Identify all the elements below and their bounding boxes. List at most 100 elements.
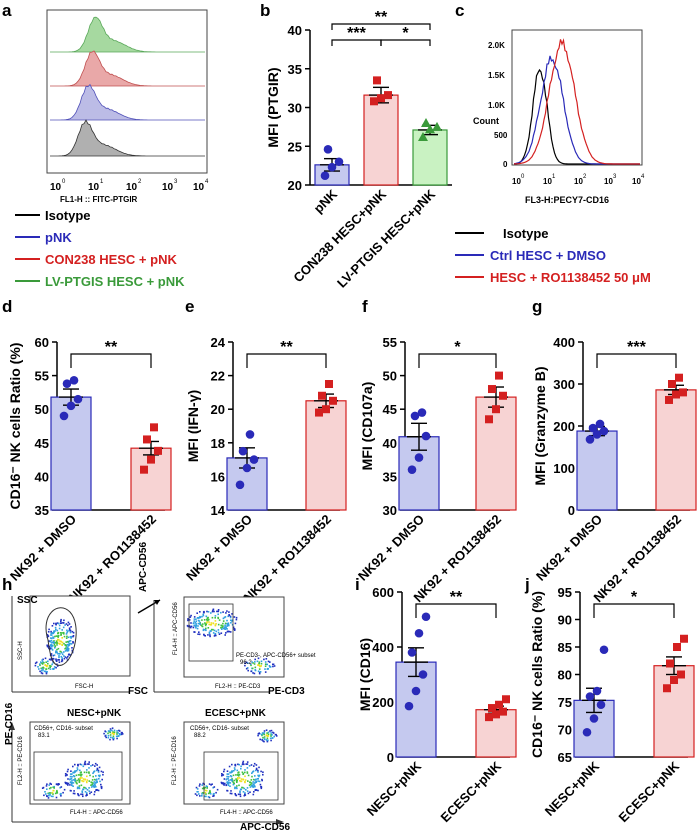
- density-dot: [64, 647, 66, 650]
- density-dot: [217, 623, 220, 626]
- density-dot: [77, 778, 80, 780]
- density-dot: [100, 783, 102, 786]
- data-point: [488, 704, 496, 713]
- density-dot: [77, 774, 80, 776]
- data-point: [421, 118, 431, 127]
- density-dot: [52, 661, 54, 664]
- density-dot: [45, 664, 48, 667]
- data-point: [414, 453, 424, 462]
- density-dot: [88, 763, 90, 765]
- density-dot: [90, 765, 92, 767]
- gate-cd3-pct: 96.2: [240, 660, 252, 666]
- density-dot: [207, 792, 210, 795]
- density-dot: [203, 619, 206, 621]
- data-point: [334, 157, 344, 167]
- panel-c-xtick: 10: [632, 177, 641, 186]
- axis-apc: FL4-H :: APC-CD56: [173, 602, 179, 655]
- density-dot: [113, 729, 116, 732]
- density-dot: [211, 783, 213, 785]
- density-dot: [212, 795, 214, 797]
- density-dot: [214, 633, 217, 635]
- density-dot: [96, 778, 98, 781]
- density-dot: [229, 785, 231, 787]
- density-dot: [82, 778, 85, 780]
- density-dot: [58, 655, 60, 657]
- axis-pe16-arrow: [9, 722, 15, 730]
- density-dot: [84, 791, 87, 793]
- density-dot: [224, 616, 227, 618]
- density-dot: [66, 782, 68, 784]
- density-dot: [270, 739, 272, 742]
- density-dot: [98, 766, 101, 769]
- density-dot: [230, 790, 232, 792]
- density-dot: [260, 770, 262, 773]
- y-tick-label: 35: [288, 62, 302, 77]
- data-point: [666, 659, 674, 668]
- density-dot: [81, 793, 84, 796]
- density-dot: [204, 629, 206, 631]
- density-dot: [225, 626, 227, 628]
- panel-a-xtick: 10: [88, 182, 100, 193]
- density-dot: [201, 615, 203, 618]
- density-dot: [86, 792, 88, 794]
- density-dot: [109, 738, 111, 741]
- axis-pe16-ecesc: FL2-H :: PE-CD16: [172, 736, 178, 785]
- density-dot: [67, 647, 69, 649]
- density-dot: [224, 624, 226, 627]
- panel-c-xexp: 2: [583, 174, 587, 180]
- density-dot: [195, 786, 198, 789]
- density-dot: [245, 763, 247, 765]
- density-dot: [116, 733, 118, 735]
- density-dot: [246, 761, 249, 763]
- density-dot: [194, 631, 196, 633]
- density-dot: [224, 782, 226, 785]
- density-dot: [44, 670, 47, 673]
- density-dot: [232, 782, 235, 784]
- density-dot: [234, 764, 236, 766]
- density-dot: [59, 640, 61, 642]
- density-dot: [72, 635, 74, 638]
- density-dot: [197, 619, 200, 622]
- density-dot: [88, 790, 91, 792]
- y-tick-label: 30: [288, 101, 302, 116]
- data-point: [143, 435, 151, 444]
- y-axis-label: CD16⁻ NK cells Ratio (%): [7, 343, 23, 510]
- density-dot: [50, 643, 52, 646]
- density-dot: [62, 631, 65, 634]
- panel-c-xtick: 10: [574, 177, 583, 186]
- density-dot: [207, 627, 210, 629]
- density-dot: [92, 775, 94, 778]
- density-dot: [81, 780, 83, 782]
- data-point: [492, 405, 500, 414]
- density-dot: [117, 735, 120, 737]
- density-dot: [260, 665, 262, 667]
- y-tick-label: 55: [383, 335, 397, 350]
- density-dot: [252, 781, 254, 783]
- density-dot: [69, 629, 72, 632]
- density-dot: [80, 763, 83, 766]
- density-dot: [261, 778, 263, 781]
- density-dot: [61, 641, 64, 644]
- density-dot: [66, 631, 68, 634]
- density-dot: [264, 661, 267, 663]
- density-dot: [120, 733, 123, 736]
- panel-c-xtick: 10: [543, 177, 552, 186]
- density-dot: [229, 616, 232, 619]
- y-tick-label: 95: [558, 585, 572, 600]
- density-dot: [257, 771, 259, 773]
- density-dot: [34, 662, 37, 664]
- density-dot: [104, 730, 106, 732]
- density-dot: [226, 628, 228, 630]
- density-dot: [76, 767, 79, 769]
- density-dot: [210, 612, 212, 614]
- density-dot: [230, 619, 232, 622]
- density-dot: [65, 641, 67, 643]
- data-point: [242, 463, 252, 473]
- density-dot: [66, 649, 68, 652]
- density-dot: [72, 792, 75, 795]
- density-dot: [60, 651, 63, 654]
- gate-cd3-label: PE-CD3-, APC-CD56+ subset: [236, 653, 316, 659]
- density-dot: [212, 793, 215, 796]
- density-dot: [275, 735, 278, 737]
